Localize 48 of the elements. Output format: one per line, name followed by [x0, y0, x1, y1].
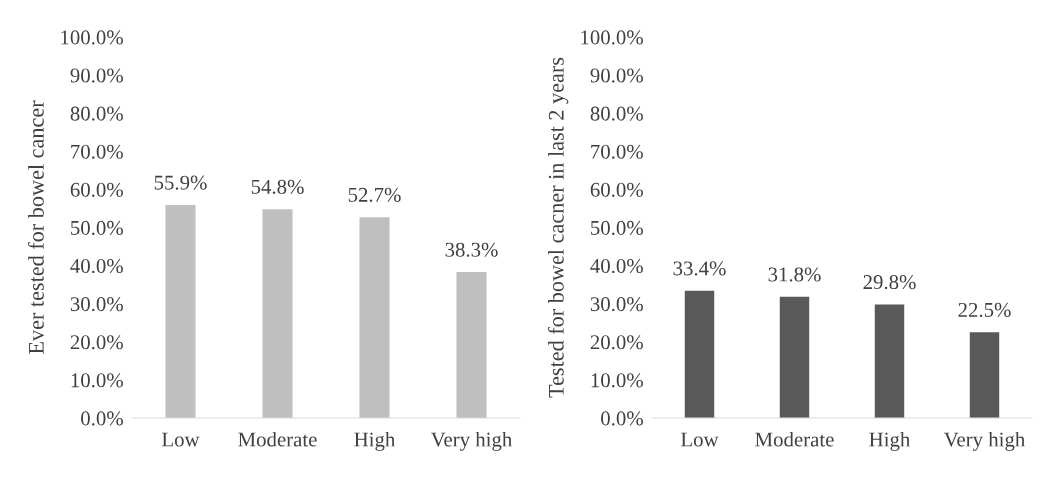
- bar: [456, 272, 487, 418]
- x-tick-label: Very high: [430, 431, 513, 451]
- y-tick-label: 30.0%: [590, 297, 643, 312]
- y-tick-label: 10.0%: [591, 373, 643, 388]
- y-tick-label: 0.0%: [81, 411, 123, 426]
- bar: [359, 217, 390, 418]
- y-tick-label: 30.0%: [70, 297, 123, 312]
- y-tick-label: 60.0%: [70, 182, 123, 197]
- y-axis-title: Tested for bowel cacner in last 2 years: [547, 57, 569, 398]
- bar: [874, 304, 905, 418]
- y-tick-label: 40.0%: [590, 258, 643, 274]
- data-label: 55.9%: [154, 175, 207, 190]
- y-tick-label: 60.0%: [590, 182, 643, 197]
- y-tick-label: 80.0%: [590, 106, 643, 121]
- y-tick-label: 100.0%: [581, 30, 643, 45]
- y-tick-label: 20.0%: [70, 335, 123, 350]
- y-tick-label: 10.0%: [71, 373, 123, 388]
- x-tick-label: Low: [162, 432, 200, 447]
- y-tick-label: 20.0%: [590, 335, 643, 350]
- bar: [684, 290, 715, 418]
- x-tick-label: Very high: [943, 431, 1026, 451]
- data-label: 52.7%: [348, 187, 401, 202]
- y-tick-label: 70.0%: [591, 144, 643, 159]
- x-tick-label: High: [354, 431, 396, 451]
- data-label: 22.5%: [958, 302, 1011, 318]
- y-tick-label: 40.0%: [70, 258, 123, 274]
- y-axis-title: Ever tested for bowel cancer: [27, 100, 44, 354]
- data-label: 38.3%: [445, 242, 498, 257]
- data-label: 31.8%: [768, 267, 821, 282]
- bar: [779, 296, 810, 418]
- y-tick-label: 80.0%: [70, 106, 123, 121]
- y-tick-label: 70.0%: [71, 144, 123, 159]
- bar: [165, 205, 196, 418]
- x-tick-label: Low: [681, 432, 719, 447]
- x-tick-label: Moderate: [755, 431, 834, 447]
- y-tick-label: 90.0%: [70, 68, 123, 83]
- x-tick-label: High: [869, 431, 911, 451]
- data-label: 33.4%: [673, 261, 726, 276]
- y-tick-label: 50.0%: [71, 220, 123, 236]
- y-tick-label: 100.0%: [61, 30, 123, 45]
- data-label: 29.8%: [863, 275, 916, 290]
- bar: [262, 209, 293, 418]
- bar: [969, 332, 1000, 418]
- y-tick-label: 0.0%: [601, 411, 643, 426]
- x-tick-label: Moderate: [238, 431, 317, 447]
- data-label: 54.8%: [251, 179, 304, 194]
- y-tick-label: 90.0%: [590, 68, 643, 83]
- y-tick-label: 50.0%: [591, 220, 643, 236]
